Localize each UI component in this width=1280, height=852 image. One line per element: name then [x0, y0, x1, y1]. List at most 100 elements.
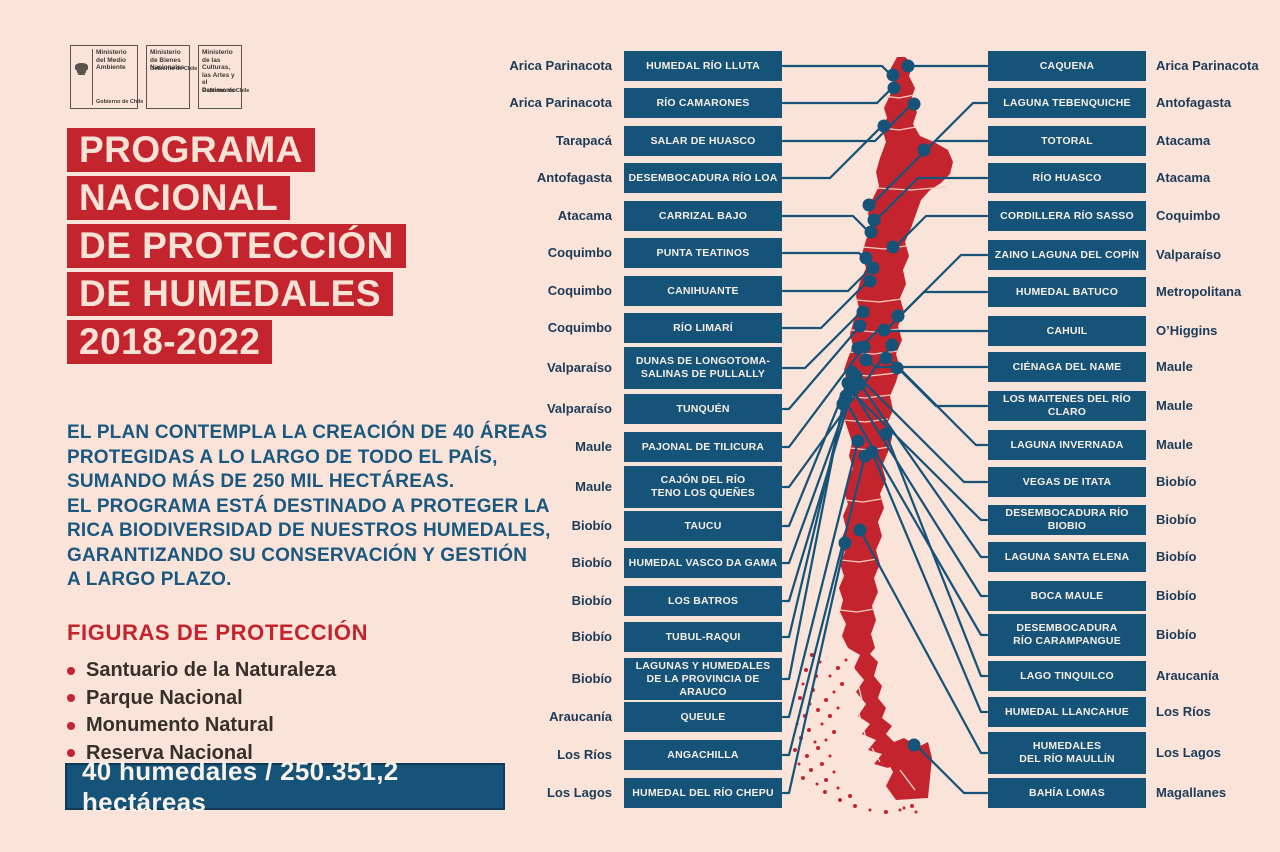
island [848, 794, 852, 798]
island [823, 790, 827, 794]
connector-line [858, 382, 989, 559]
fjord-crack [851, 659, 863, 701]
region-label: Coquimbo [547, 320, 612, 335]
wetland-dot [859, 251, 873, 265]
island [914, 810, 918, 814]
wetland-box: CAJÓN DEL RÍO TENO LOS QUEÑES [624, 466, 782, 508]
region-label: Biobío [571, 629, 612, 644]
wetland-box: TAUCU [624, 511, 782, 541]
region-label: Maule [1156, 437, 1193, 452]
island [801, 682, 805, 686]
bullet-icon [67, 666, 75, 675]
chile-mainland [839, 57, 953, 648]
title-bar-line: NACIONAL [67, 176, 291, 220]
region-label: Los Lagos [1156, 745, 1222, 760]
wetland-dot [917, 143, 931, 157]
connector-line [781, 541, 847, 795]
region-border [840, 558, 878, 563]
region-label: Biobío [1156, 627, 1197, 642]
island [898, 808, 902, 812]
logo-text-column: Ministerio de Bienes Nacionales Gobierno … [150, 49, 197, 72]
wetland-dot [907, 738, 921, 752]
wetland-box: LAGO TINQUILCO [988, 661, 1146, 691]
region-border [883, 94, 915, 99]
connector-line [858, 528, 989, 755]
wetland-box: CAHUIL [988, 316, 1146, 346]
wetland-box: LAGUNA TEBENQUICHE [988, 88, 1146, 118]
wetland-dot [851, 434, 865, 448]
wetland-dot [867, 213, 881, 227]
wetland-box: CARRIZAL BAJO [624, 201, 782, 231]
intro-line: A LARGO PLAZO. [67, 569, 232, 590]
wetland-dot [853, 377, 867, 391]
region-label: Coquimbo [547, 283, 612, 298]
island [797, 762, 801, 766]
region-label: Coquimbo [1156, 208, 1221, 223]
wetland-box: TUNQUÉN [624, 394, 782, 424]
wetland-dot [907, 97, 921, 111]
logo-text-column: Ministerio del Medio Ambiente Gobierno de… [96, 49, 143, 105]
ministry-name: Ministerio de Bienes Nacionales [150, 49, 185, 71]
connector-line [870, 450, 989, 714]
connector-line [846, 381, 989, 598]
region-label: Arica Parinacota [509, 58, 612, 73]
wetland-box: TUBUL-RAQUI [624, 622, 782, 652]
wetland-dot [851, 341, 865, 355]
region-label: Maule [1156, 398, 1193, 413]
region-label: Biobío [571, 593, 612, 608]
intro-line: RICA BIODIVERSIDAD DE NUESTROS HUMEDALES… [67, 520, 551, 541]
logo-box: Ministerio de las Culturas, las Artes y … [198, 45, 249, 109]
region-label: Biobío [1156, 512, 1197, 527]
wetland-dot [885, 338, 899, 352]
wetland-box: ZAINO LAGUNA DEL COPÍN [988, 240, 1146, 270]
island [832, 690, 836, 694]
wetland-box: BOCA MAULE [988, 581, 1146, 611]
wetland-dot [887, 81, 901, 95]
wetland-box: HUMEDAL BATUCO [988, 277, 1146, 307]
wetland-dot [853, 523, 867, 537]
wetland-box: LOS MAITENES DEL RÍO CLARO [988, 391, 1146, 421]
region-label: Magallanes [1156, 785, 1227, 800]
fjord-crack [857, 709, 869, 746]
island [828, 714, 832, 718]
tierra-del-fuego [884, 742, 932, 800]
wetland-box: BAHÍA LOMAS [988, 778, 1146, 808]
connector-line [781, 124, 886, 180]
wetland-dot [863, 274, 877, 288]
island [793, 748, 797, 752]
figure-item: Reserva Nacional [67, 740, 368, 768]
region-label: Biobío [1156, 474, 1197, 489]
title-bar-line: PROGRAMA [67, 128, 315, 172]
island [836, 786, 840, 790]
bullet-icon [67, 749, 75, 758]
region-label: Biobío [571, 518, 612, 533]
connector-line [884, 432, 989, 678]
island [832, 730, 836, 734]
wetland-box: VEGAS DE ITATA [988, 467, 1146, 497]
region-label: Biobío [1156, 549, 1197, 564]
figure-label: Parque Nacional [86, 686, 243, 709]
wetland-dot [841, 376, 855, 390]
wetland-box: ANGACHILLA [624, 740, 782, 770]
wetland-box: SALAR DE HUASCO [624, 126, 782, 156]
region-label: Valparaíso [546, 360, 612, 375]
region-label: Tarapacá [555, 133, 612, 148]
island [902, 806, 906, 810]
wetland-box: HUMEDAL VASCO DA GAMA [624, 548, 782, 578]
wetland-dot [879, 351, 893, 365]
intro-line: PROTEGIDAS A LO LARGO DE TODO EL PAÍS, [67, 446, 498, 468]
connector-line [843, 398, 989, 637]
title-bar-line: DE HUMEDALES [67, 272, 394, 316]
region-label: Coquimbo [547, 245, 612, 260]
island [910, 804, 914, 808]
region-label: Maule [1156, 359, 1193, 374]
region-border [844, 498, 882, 503]
wetland-dot [879, 427, 893, 441]
island [844, 658, 848, 662]
island [884, 810, 888, 814]
wetland-dot [891, 309, 905, 323]
region-label: Metropolitana [1156, 284, 1242, 299]
region-label: O’Higgins [1156, 323, 1218, 338]
island [840, 682, 844, 686]
